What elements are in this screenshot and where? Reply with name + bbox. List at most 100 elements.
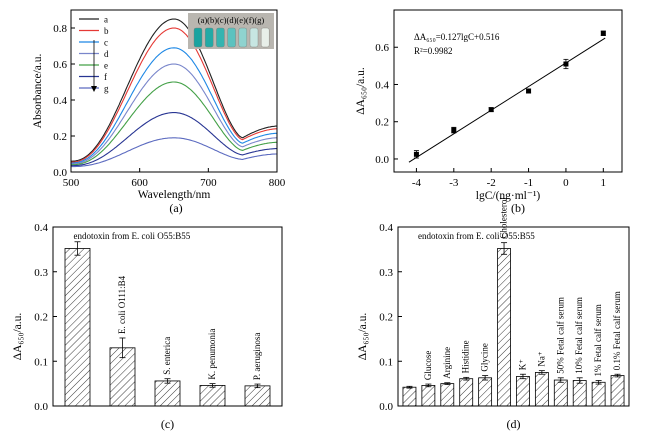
- panel-b-ytick-label: 0.2: [375, 117, 389, 129]
- panel-d-ytick-label: 0.1: [379, 356, 393, 368]
- bar: [421, 385, 436, 407]
- bar: [154, 380, 181, 407]
- data-point: [526, 88, 532, 94]
- spectrum-line-c: [71, 47, 277, 164]
- panel-b-xtick-label: -2: [487, 177, 496, 189]
- bar: [572, 380, 587, 407]
- bar-category-label: 50% Fetal calf serum: [555, 297, 565, 374]
- bar-category-label: Arginine: [442, 347, 452, 379]
- bar-category-label: Glucose: [423, 351, 433, 381]
- bar: [440, 383, 455, 407]
- legend-label-f: f: [104, 72, 107, 82]
- bar: [402, 386, 417, 407]
- panel-d-ytick-label: 0.4: [379, 222, 393, 234]
- spectrum-line-g: [71, 137, 277, 168]
- legend-label-a: a: [104, 15, 108, 25]
- inset-vial: [193, 27, 203, 48]
- data-point: [413, 151, 419, 157]
- fit-line: [408, 37, 606, 163]
- legend-label-d: d: [104, 49, 109, 59]
- panel-b: -4 -3 -2 -1 0 1 0.0 0.2 0.4 0.6 lgC/(ng·ml⁻¹) ΔA₆₅₀…: [355, 30, 607, 215]
- panel-d-ylabel: ΔA₆₅₀/a.u.: [357, 313, 369, 361]
- panel-c: 0.0 0.1 0.2 0.3 0.4 ΔA₆₅₀/a.u. endotoxin from …: [12, 222, 271, 431]
- bar: [534, 372, 549, 407]
- panel-c-caption: (c): [161, 417, 174, 431]
- bar-category-label: 0.1% Fetal calf serum: [612, 291, 622, 370]
- panel-d-frame: [397, 226, 630, 407]
- bar: [199, 385, 226, 407]
- panel-a-xtick-label: 800: [269, 177, 286, 189]
- bar: [553, 379, 568, 407]
- panel-b-xtick-label: -3: [449, 177, 459, 189]
- legend-label-b: b: [104, 26, 109, 36]
- panel-b-xlabel: lgC/(ng·ml⁻¹): [476, 190, 541, 202]
- panel-a-ytick-label: 0.2: [53, 131, 67, 143]
- inset-label: (a)(b)(c)(d)(e)(f)(g): [198, 15, 265, 25]
- spectrum-line-f: [71, 112, 277, 167]
- panel-b-ytick-label: 0.6: [375, 42, 389, 54]
- bar: [478, 377, 493, 407]
- bar-category-label: S. enterica: [162, 337, 172, 375]
- panel-d-ytick-label: 0.2: [379, 312, 393, 324]
- panel-d-caption: (d): [507, 417, 521, 431]
- bar-category-label: Cholesterol: [499, 197, 509, 239]
- panel-a-ytick-label: 0.8: [53, 23, 67, 35]
- panel-b-xtick-label: 1: [601, 177, 607, 189]
- spectrum-line-d: [71, 63, 277, 165]
- panel-a-xtick-label: 600: [131, 177, 148, 189]
- panel-a-frame: [70, 9, 278, 173]
- panel-a-ytick-label: 0.6: [53, 59, 67, 71]
- inset-vial: [204, 27, 214, 48]
- panel-c-ytick-label: 0.4: [34, 222, 48, 234]
- spectrum-line-b: [71, 27, 277, 163]
- inset-vial: [216, 27, 225, 48]
- bar: [516, 376, 530, 407]
- bar: [64, 248, 91, 407]
- bar: [244, 385, 271, 407]
- panel-b-ytick-label: 0.4: [375, 79, 389, 91]
- bar-category-label: endotoxin from E. coli O55:B55: [74, 231, 191, 241]
- legend-label-e: e: [104, 61, 108, 71]
- panel-a-xlabel: Wavelength/nm: [138, 189, 211, 201]
- inset-vial: [238, 27, 248, 48]
- bar-category-label: E. coli O111:B4: [117, 275, 127, 334]
- bar-category-label: K. penumonia: [207, 329, 217, 380]
- data-point: [563, 61, 569, 67]
- data-point: [488, 107, 494, 113]
- panel-b-ylabel: ΔA₆₅₀/a.u.: [355, 67, 367, 115]
- inset-vial: [261, 27, 270, 48]
- legend-arrow-head: [91, 86, 97, 92]
- panel-a-xtick-label: 500: [63, 177, 80, 189]
- legend-label-c: c: [104, 38, 108, 48]
- fit-equation: ΔA₆₅₀=0.127lgC+0.516: [414, 32, 500, 42]
- bar: [610, 375, 625, 407]
- legend-label-g: g: [104, 84, 109, 94]
- panel-d-ytick-label: 0.3: [379, 267, 393, 279]
- bar: [459, 378, 474, 407]
- bar-category-label: P. aeruginosa: [252, 333, 262, 381]
- panel-d-ytick-label: 0.0: [379, 401, 393, 413]
- bar-category-label: K⁺: [517, 359, 527, 370]
- panel-d-title: endotoxin from E. coli O55:B55: [418, 231, 535, 241]
- bar-category-label: Na⁺: [536, 351, 546, 366]
- panel-a-ytick-label: 0.4: [53, 95, 67, 107]
- panel-a-caption: (a): [169, 201, 182, 215]
- spectrum-line-a: [71, 18, 277, 162]
- panel-a: 500 600 700 800 0.0 0.2 0.4 0.6 0.8 Wavelength/nm…: [32, 13, 286, 215]
- data-point: [451, 127, 457, 133]
- bar: [591, 381, 606, 407]
- panel-a-ylabel: Absorbance/a.u.: [32, 54, 44, 129]
- panel-a-ytick-label: 0.0: [53, 167, 67, 179]
- panel-c-frame: [52, 226, 283, 407]
- data-point: [600, 30, 606, 36]
- panel-b-xtick-label: -4: [412, 177, 422, 189]
- inset-vial: [227, 27, 236, 48]
- spectrum-line-e: [71, 81, 277, 166]
- inset-vial: [249, 27, 259, 48]
- bar: [497, 248, 511, 407]
- panel-b-ytick-label: 0.0: [375, 154, 389, 166]
- bar-category-label: Histidine: [461, 340, 471, 373]
- panel-b-xtick-label: -1: [524, 177, 533, 189]
- fit-r-squared: R²=0.9982: [414, 46, 453, 56]
- panel-b-caption: (b): [511, 201, 525, 215]
